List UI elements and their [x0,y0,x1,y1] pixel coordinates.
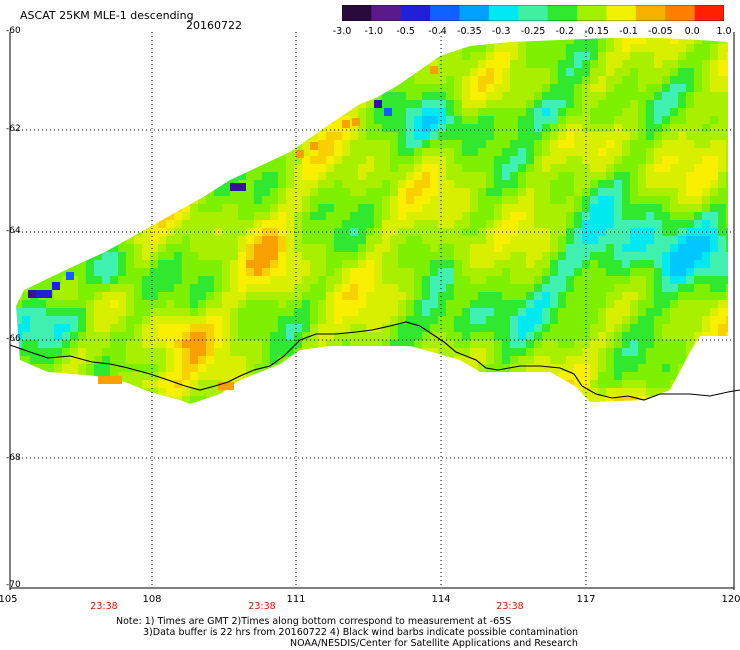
colorbar-tick-label: 1.0 [716,26,732,37]
note-line-2: 3)Data buffer is 22 hrs from 20160722 4)… [143,627,579,638]
colorbar-tick-label: -0.15 [584,26,609,37]
lon-label-120: 120 [721,594,740,605]
colorbar-swatch [371,5,402,21]
pass-time-3: 23:38 [496,601,524,612]
map-date: 20160722 [186,19,242,32]
colorbar-tick-label: -0.1 [619,26,638,37]
colorbar-tick-label: -0.25 [520,26,546,37]
lat-label-64: -64 [6,226,21,236]
colorbar-swatch [342,5,372,21]
color-scale-ticks: -3.0 -1.0 -0.5 -0.4 -0.35 -0.3 -0.25 -0.2 -0.15-… [322,26,740,40]
colorbar-swatch [606,5,637,21]
lon-label-114: 114 [431,594,451,605]
lon-label-108: 108 [142,594,162,605]
colorbar-tick-label: -0.4 [428,26,447,37]
colorbar-swatch [635,5,666,21]
wind-field-pixels [16,38,728,404]
colorbar-tick-label: -0.05 [648,26,673,37]
colorbar-tick-label: 0.0 [684,26,700,37]
lat-label-70: -70 [6,580,21,590]
color-scale-bar [342,5,724,21]
colorbar-tick-label: -3.0 [332,26,352,37]
lat-label-60: -60 [6,26,21,36]
colorbar-tick-label: -0.2 [555,26,575,37]
colorbar-swatch [694,5,724,21]
lon-label-117: 117 [576,594,596,605]
colorbar-tick-label: -0.35 [457,26,482,37]
colorbar-swatch [400,5,431,21]
pass-time-1: 23:38 [90,601,118,612]
colorbar-tick-label: -0.3 [491,26,511,37]
note-line-3: NOAA/NESDIS/Center for Satellite Applica… [290,638,578,649]
colorbar-swatch [459,5,490,21]
colorbar-tick-label: -0.5 [396,26,415,37]
colorbar-swatch [577,5,608,21]
map-title: ASCAT 25KM MLE-1 descending [20,9,194,22]
colorbar-swatch [665,5,696,21]
lat-label-66: -66 [6,334,21,344]
coastline [9,321,740,401]
colorbar-swatch [547,5,578,21]
edge-pixels [28,66,438,390]
lat-label-62: -62 [6,124,21,134]
lon-label-105: 105 [0,594,18,605]
colorbar-swatch [430,5,461,21]
colorbar-swatch [488,5,519,21]
lat-label-68: -68 [6,453,21,463]
colorbar-tick-label: -1.0 [364,26,384,37]
note-line-1: Note: 1) Times are GMT 2)Times along bot… [116,616,512,627]
colorbar-swatch [518,5,549,21]
pass-time-2: 23:38 [248,601,276,612]
lon-label-111: 111 [286,594,306,605]
graticule [10,32,734,588]
